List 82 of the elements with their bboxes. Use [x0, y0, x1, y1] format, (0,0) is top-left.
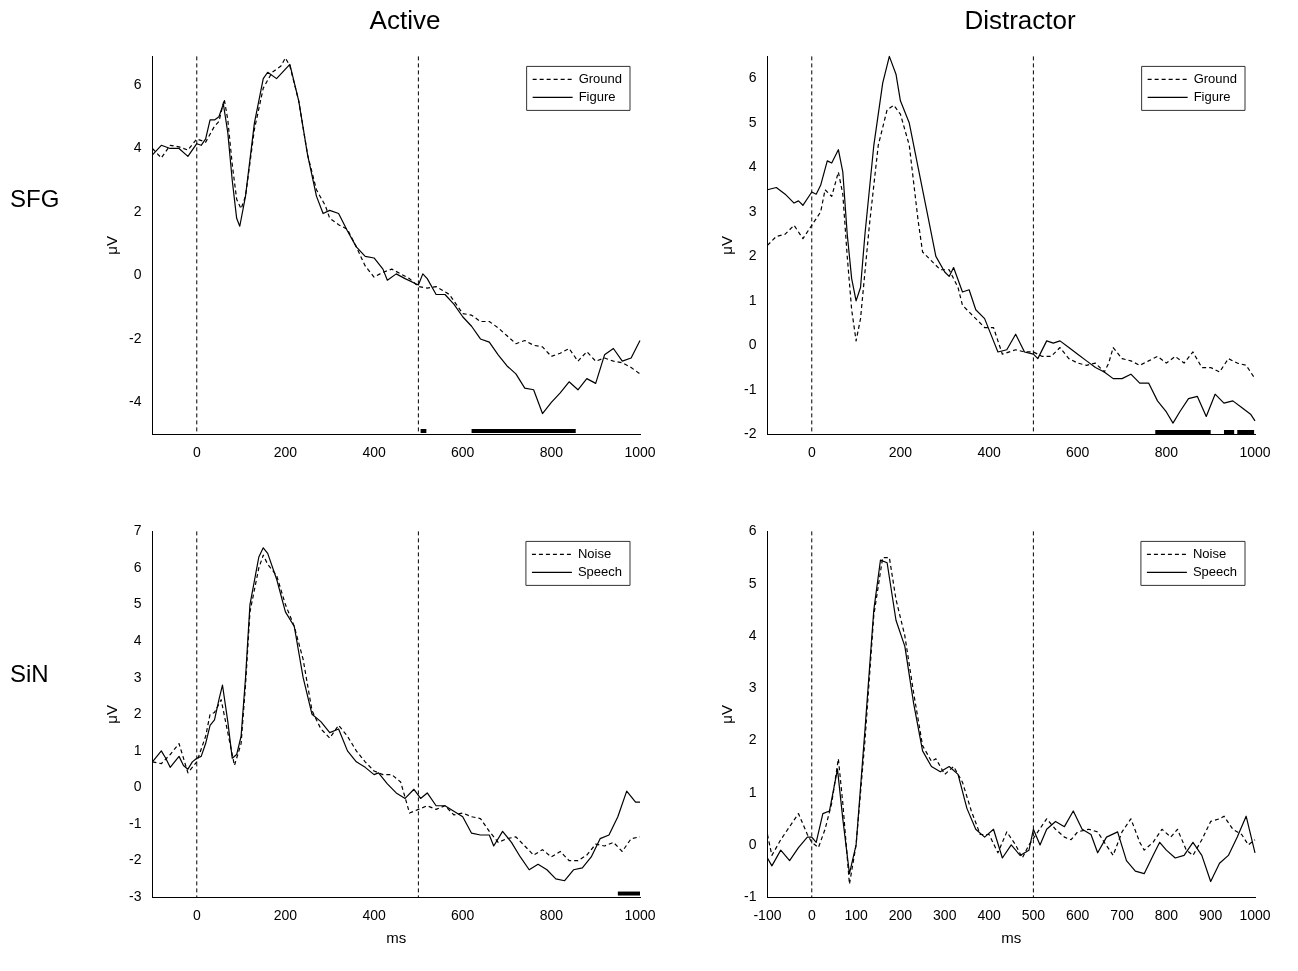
x-axis-title: ms — [1001, 929, 1022, 947]
y-tick-label: 5 — [133, 595, 142, 612]
x-tick-label: 200 — [273, 444, 298, 461]
x-tick-label: 1000 — [624, 444, 656, 461]
y-tick-label: -3 — [129, 888, 142, 905]
text: SFG — [10, 185, 60, 213]
y-tick-label: 7 — [133, 522, 142, 539]
legend-label: Speech — [577, 563, 622, 579]
x-tick-label: 0 — [192, 444, 201, 461]
legend-label: Noise — [577, 545, 612, 561]
y-tick-label: 6 — [133, 558, 142, 575]
x-tick-label: 800 — [1154, 907, 1179, 924]
y-tick-label: 4 — [748, 158, 757, 175]
x-tick-label: 800 — [539, 444, 564, 461]
legend-label: Figure — [1193, 88, 1231, 104]
legend-label: Figure — [578, 88, 616, 104]
y-tick-label: -2 — [129, 329, 142, 346]
y-tick-label: 5 — [748, 574, 757, 591]
y-axis-title: μV — [103, 704, 121, 724]
y-tick-label: 3 — [133, 668, 142, 685]
x-tick-label: 700 — [1110, 907, 1134, 924]
x-tick-label: 200 — [888, 907, 913, 924]
y-tick-label: 1 — [133, 741, 142, 758]
chart-title: Distractor — [963, 5, 1077, 36]
y-tick-label: -1 — [744, 888, 757, 905]
y-tick-label: 1 — [748, 291, 757, 308]
x-tick-label: 400 — [977, 907, 1001, 924]
y-tick-label: 6 — [748, 69, 757, 86]
y-tick-label: 4 — [748, 626, 757, 643]
y-tick-label: 2 — [748, 247, 757, 264]
y-tick-label: 2 — [133, 202, 142, 219]
y-tick-label: -1 — [744, 380, 757, 397]
x-tick-label: 600 — [1066, 444, 1090, 461]
x-tick-label: 600 — [451, 907, 475, 924]
x-tick-label: 1000 — [1239, 444, 1271, 461]
x-tick-label: 0 — [807, 444, 816, 461]
y-axis-title: μV — [718, 704, 736, 724]
y-tick-label: -2 — [744, 425, 757, 442]
y-tick-label: 6 — [748, 522, 757, 539]
text: SiN — [10, 660, 49, 688]
chart-title: Active — [368, 5, 442, 36]
x-tick-label: 0 — [807, 907, 816, 924]
legend-label: Noise — [1192, 545, 1227, 561]
x-tick-label: 200 — [273, 907, 298, 924]
legend-label: Ground — [1193, 70, 1238, 86]
x-tick-label: 100 — [844, 907, 868, 924]
legend-label: Speech — [1192, 563, 1237, 579]
y-axis-title: μV — [103, 235, 121, 255]
x-tick-label: 900 — [1199, 907, 1223, 924]
x-tick-label: -100 — [753, 907, 782, 924]
x-tick-label: 800 — [1154, 444, 1179, 461]
x-tick-label: 800 — [539, 907, 564, 924]
y-tick-label: 0 — [748, 336, 757, 353]
x-tick-label: 400 — [362, 907, 386, 924]
x-tick-label: 400 — [362, 444, 386, 461]
y-tick-label: 0 — [133, 266, 142, 283]
legend-label: Ground — [578, 70, 623, 86]
x-tick-label: 1000 — [624, 907, 656, 924]
y-tick-label: 2 — [133, 705, 142, 722]
y-axis-title: μV — [718, 235, 736, 255]
x-tick-label: 1000 — [1239, 907, 1271, 924]
y-tick-label: 3 — [748, 679, 757, 696]
y-tick-label: 5 — [748, 113, 757, 130]
y-tick-label: -4 — [129, 393, 142, 410]
y-tick-label: 0 — [748, 835, 757, 852]
y-tick-label: 0 — [133, 778, 142, 795]
y-tick-label: 6 — [133, 75, 142, 92]
y-tick-label: 3 — [748, 202, 757, 219]
x-tick-label: 400 — [977, 444, 1001, 461]
y-tick-label: -2 — [129, 851, 142, 868]
x-tick-label: 300 — [933, 907, 957, 924]
y-tick-label: -1 — [129, 814, 142, 831]
x-tick-label: 600 — [1066, 907, 1090, 924]
y-tick-label: 1 — [748, 783, 757, 800]
x-tick-label: 0 — [192, 907, 201, 924]
x-tick-label: 600 — [451, 444, 475, 461]
x-tick-label: 500 — [1021, 907, 1046, 924]
y-tick-label: 4 — [133, 139, 142, 156]
x-tick-label: 200 — [888, 444, 913, 461]
y-tick-label: 4 — [133, 632, 142, 648]
y-tick-label: 2 — [748, 731, 757, 748]
x-axis-title: ms — [386, 929, 407, 947]
